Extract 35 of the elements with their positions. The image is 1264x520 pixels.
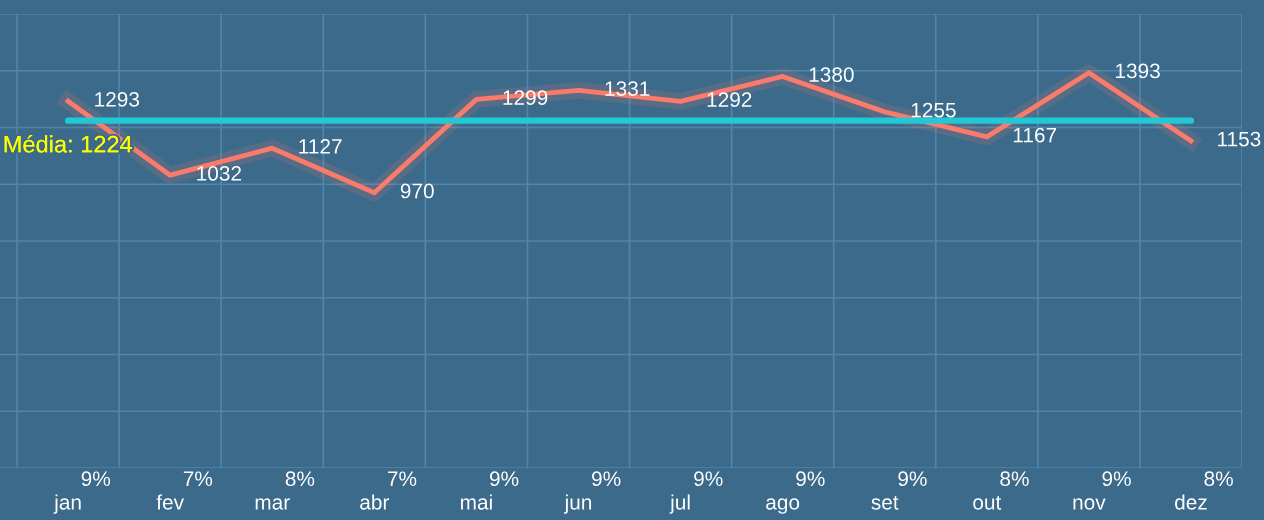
text: 8% xyxy=(1204,471,1233,487)
data-label: 970 xyxy=(400,183,434,199)
x-tick-label: mar xyxy=(255,498,290,510)
data-label: 1292 xyxy=(707,92,752,107)
text: 9% xyxy=(489,471,519,487)
text: 8% xyxy=(285,471,315,487)
x-tick-label: jul xyxy=(669,494,690,514)
data-label: 1331 xyxy=(605,81,650,96)
data-label: 1255 xyxy=(911,102,956,118)
data-label: 1032 xyxy=(197,166,241,181)
text: 9% xyxy=(1102,471,1131,487)
x-tick-label: out xyxy=(973,496,1002,510)
data-label: 1393 xyxy=(1115,63,1160,79)
text: 9% xyxy=(694,471,723,487)
x-tick-label: abr xyxy=(360,494,390,510)
text: 8% xyxy=(1000,471,1029,487)
x-tick-label: set xyxy=(871,496,899,510)
text: 9% xyxy=(81,471,111,487)
x-tick-label: fev xyxy=(156,494,184,510)
data-label: 1293 xyxy=(95,91,140,107)
text: 9% xyxy=(592,471,621,487)
x-tick-label: dez xyxy=(1175,494,1207,510)
text: 9% xyxy=(796,471,825,487)
data-label: 1153 xyxy=(1218,131,1261,147)
x-tick-label: jun xyxy=(564,494,592,514)
text: 7% xyxy=(183,471,213,487)
text: 9% xyxy=(898,471,927,487)
x-tick-label: jan xyxy=(53,494,81,514)
data-label: 1167 xyxy=(1013,127,1057,143)
text: 7% xyxy=(387,471,417,487)
x-tick-label: mai xyxy=(461,494,492,510)
data-label: 1380 xyxy=(809,67,854,83)
x-tick-label: nov xyxy=(1073,498,1106,510)
data-label: 1127 xyxy=(299,139,342,154)
x-tick-label: ago xyxy=(766,498,800,514)
